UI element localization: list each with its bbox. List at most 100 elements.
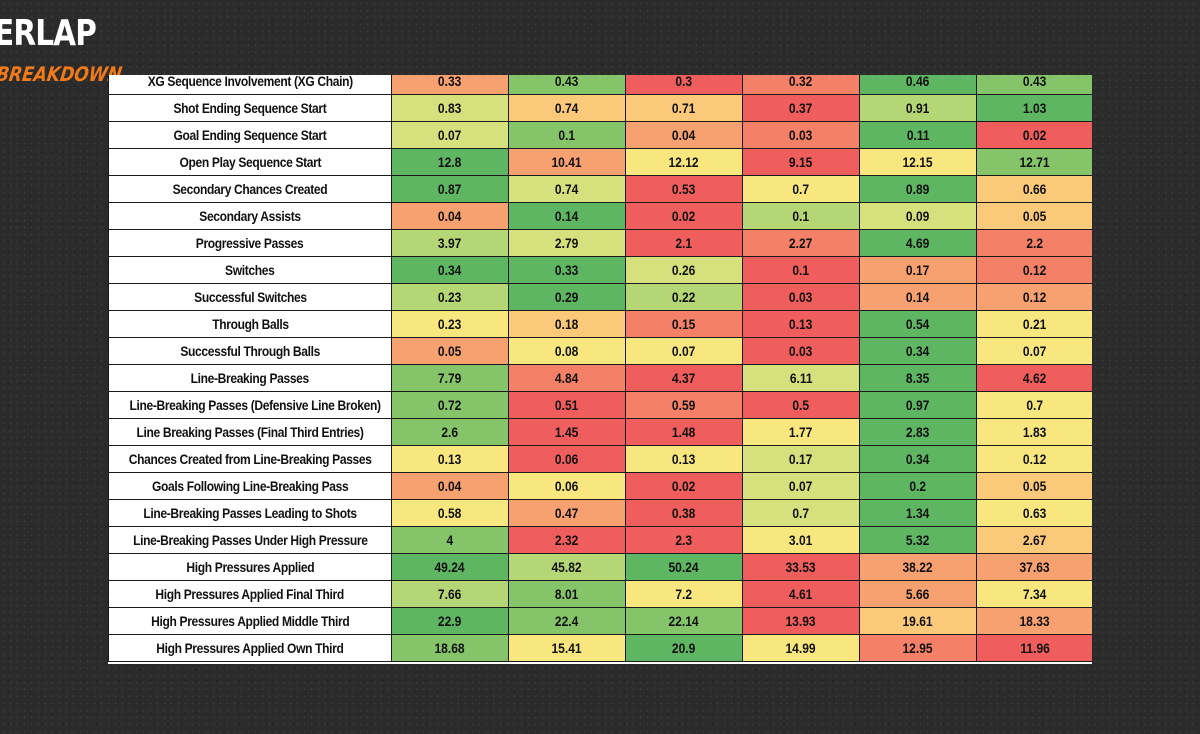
row-label-text: Line-Breaking Passes Under High Pressure <box>132 532 368 548</box>
value-cell: 8.01 <box>508 580 626 608</box>
value-cell: 0.05 <box>976 202 1092 230</box>
value-cell: 4.62 <box>976 364 1092 392</box>
value-cell: 0.12 <box>976 256 1092 284</box>
value-cell: 0.74 <box>508 175 626 203</box>
value-cell: 12.8 <box>391 148 509 176</box>
stats-table-body: XG Sequence Involvement (XG Chain) 0.33 0.… <box>108 75 1092 662</box>
value-cell: 0.02 <box>976 121 1092 149</box>
table-row: Line-Breaking Passes Leading to Shots 0.5… <box>108 499 1092 527</box>
stats-table: XG Sequence Involvement (XG Chain) 0.33 0.… <box>108 75 1092 662</box>
value-cell-text: 2.6 <box>441 424 459 440</box>
value-cell-text: 0.89 <box>906 181 930 197</box>
value-cell: 11.96 <box>976 634 1092 662</box>
row-label: Progressive Passes <box>108 229 392 257</box>
value-cell-text: 12.95 <box>902 640 934 656</box>
value-cell-text: 0.66 <box>1023 181 1047 197</box>
value-cell-text: 0.13 <box>789 316 813 332</box>
value-cell-text: 0.51 <box>555 397 579 413</box>
value-cell: 0.91 <box>859 94 977 122</box>
row-label: High Pressures Applied Middle Third <box>108 607 392 635</box>
value-cell-text: 0.03 <box>789 127 813 143</box>
value-cell-text: 1.77 <box>789 424 813 440</box>
value-cell-text: 0.12 <box>1023 289 1047 305</box>
value-cell: 0.87 <box>391 175 509 203</box>
value-cell-text: 22.14 <box>668 613 700 629</box>
value-cell: 0.21 <box>976 310 1092 338</box>
value-cell: 0.02 <box>625 202 743 230</box>
row-label: Chances Created from Line-Breaking Passe… <box>108 445 392 473</box>
value-cell: 0.12 <box>976 283 1092 311</box>
value-cell-text: 0.03 <box>789 343 813 359</box>
value-cell: 0.05 <box>391 337 509 365</box>
value-cell-text: 0.83 <box>438 100 462 116</box>
value-cell: 0.72 <box>391 391 509 419</box>
value-cell: 0.32 <box>742 75 860 95</box>
table-row: Goal Ending Sequence Start 0.07 0.1 0.04 0.0… <box>108 121 1092 149</box>
value-cell-text: 1.83 <box>1023 424 1047 440</box>
value-cell-text: 0.74 <box>555 181 579 197</box>
value-cell: 0.43 <box>508 75 626 95</box>
value-cell-text: 0.63 <box>1023 505 1047 521</box>
value-cell-text: 0.91 <box>906 100 930 116</box>
value-cell-text: 12.71 <box>1019 154 1051 170</box>
row-label: Through Balls <box>108 310 392 338</box>
row-label-text: XG Sequence Involvement (XG Chain) <box>147 75 353 89</box>
value-cell-text: 0.26 <box>672 262 696 278</box>
value-cell-text: 4.69 <box>906 235 930 251</box>
row-label-text: Shot Ending Sequence Start <box>173 100 327 116</box>
value-cell: 0.2 <box>859 472 977 500</box>
value-cell-text: 0.13 <box>672 451 696 467</box>
row-label-text: Progressive Passes <box>196 235 304 251</box>
value-cell-text: 2.32 <box>555 532 579 548</box>
value-cell: 0.14 <box>508 202 626 230</box>
value-cell-text: 0.04 <box>438 478 462 494</box>
value-cell: 1.48 <box>625 418 743 446</box>
value-cell-text: 7.34 <box>1023 586 1047 602</box>
value-cell-text: 13.93 <box>785 613 817 629</box>
value-cell: 0.07 <box>625 337 743 365</box>
value-cell: 7.2 <box>625 580 743 608</box>
value-cell: 4.37 <box>625 364 743 392</box>
value-cell-text: 0.17 <box>906 262 930 278</box>
value-cell: 0.5 <box>742 391 860 419</box>
value-cell-text: 50.24 <box>668 559 700 575</box>
value-cell: 0.89 <box>859 175 977 203</box>
value-cell: 0.37 <box>742 94 860 122</box>
value-cell-text: 38.22 <box>902 559 934 575</box>
value-cell-text: 0.34 <box>906 343 930 359</box>
value-cell: 0.23 <box>391 310 509 338</box>
value-cell-text: 4.37 <box>672 370 696 386</box>
value-cell-text: 0.04 <box>438 208 462 224</box>
row-label: Line-Breaking Passes Under High Pressure <box>108 526 392 554</box>
row-label: Successful Switches <box>108 283 392 311</box>
value-cell-text: 0.03 <box>789 289 813 305</box>
value-cell: 2.27 <box>742 229 860 257</box>
value-cell-text: 2.1 <box>675 235 693 251</box>
value-cell-text: 33.53 <box>785 559 817 575</box>
value-cell-text: 2.27 <box>789 235 813 251</box>
value-cell-text: 0.05 <box>438 343 462 359</box>
row-label-text: High Pressures Applied Middle Third <box>150 613 350 629</box>
row-label-text: Line-Breaking Passes Leading to Shots <box>143 505 357 521</box>
value-cell: 0.05 <box>976 472 1092 500</box>
value-cell: 0.11 <box>859 121 977 149</box>
value-cell-text: 4.62 <box>1023 370 1047 386</box>
value-cell: 0.04 <box>391 472 509 500</box>
value-cell: 22.9 <box>391 607 509 635</box>
value-cell: 0.83 <box>391 94 509 122</box>
value-cell: 0.33 <box>508 256 626 284</box>
value-cell: 0.04 <box>391 202 509 230</box>
value-cell-text: 1.34 <box>906 505 930 521</box>
row-label: Line-Breaking Passes Leading to Shots <box>108 499 392 527</box>
value-cell-text: 18.68 <box>434 640 466 656</box>
value-cell-text: 0.34 <box>906 451 930 467</box>
value-cell-text: 5.32 <box>906 532 930 548</box>
value-cell: 2.2 <box>976 229 1092 257</box>
table-row: Line Breaking Passes (Final Third Entrie… <box>108 418 1092 446</box>
value-cell: 8.35 <box>859 364 977 392</box>
value-cell: 0.06 <box>508 472 626 500</box>
row-label: High Pressures Applied Own Third <box>108 634 392 662</box>
value-cell-text: 0.5 <box>792 397 810 413</box>
value-cell: 0.02 <box>625 472 743 500</box>
table-row: Secondary Chances Created 0.87 0.74 0.53 0.7… <box>108 175 1092 203</box>
